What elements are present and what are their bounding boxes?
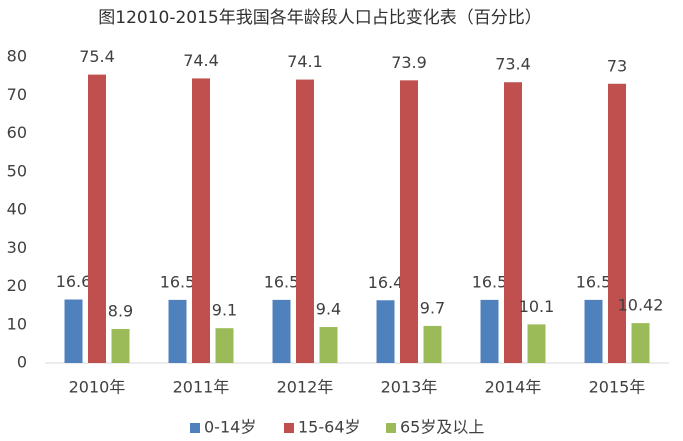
y-tick-label: 60 <box>7 123 27 142</box>
bar <box>480 299 499 363</box>
bar <box>319 327 338 363</box>
data-label: 9.7 <box>420 298 445 317</box>
data-label: 73.9 <box>391 53 427 72</box>
bar <box>215 328 234 363</box>
y-tick-label: 70 <box>7 85 27 104</box>
bar <box>64 299 83 363</box>
bar <box>296 79 314 363</box>
data-label: 16.5 <box>576 272 612 291</box>
x-tick-label: 2014年 <box>485 378 542 397</box>
data-label: 9.4 <box>316 300 341 319</box>
data-label: 16.5 <box>264 272 300 291</box>
bar <box>504 82 522 364</box>
bar <box>192 78 210 364</box>
data-label: 75.4 <box>79 47 115 66</box>
data-label: 16.5 <box>160 272 196 291</box>
y-tick-label: 30 <box>7 238 27 257</box>
y-tick-label: 40 <box>7 200 27 219</box>
data-label: 9.1 <box>212 301 237 320</box>
data-label: 74.1 <box>287 52 323 71</box>
x-tick-label: 2012年 <box>277 378 334 397</box>
legend-swatch <box>386 423 396 433</box>
bar <box>168 299 187 363</box>
y-tick-label: 20 <box>7 276 27 295</box>
bar <box>608 83 626 364</box>
x-tick-label: 2015年 <box>589 378 646 397</box>
data-label: 16.6 <box>56 272 92 291</box>
bar <box>423 325 442 363</box>
data-label: 73.4 <box>495 55 531 74</box>
y-tick-label: 0 <box>17 353 27 372</box>
data-label: 73 <box>607 56 627 75</box>
bar <box>584 299 603 363</box>
y-tick-label: 10 <box>7 314 27 333</box>
x-tick-label: 2013年 <box>381 378 438 397</box>
legend-swatch <box>190 423 200 433</box>
bar <box>527 324 546 363</box>
bar <box>376 300 395 363</box>
data-label: 8.9 <box>108 301 133 320</box>
data-label: 16.5 <box>472 272 508 291</box>
y-tick-label: 50 <box>7 161 27 180</box>
legend-label: 15-64岁 <box>298 418 361 437</box>
data-label: 10.42 <box>618 296 664 315</box>
bar <box>400 80 418 364</box>
legend-label: 0-14岁 <box>204 418 256 437</box>
y-tick-label: 80 <box>7 47 27 66</box>
x-tick-label: 2010年 <box>69 378 126 397</box>
legend-label: 65岁及以上 <box>400 418 484 437</box>
chart-title: 图12010-2015年我国各年龄段人口占比变化表（百分比） <box>98 8 541 28</box>
data-label: 16.4 <box>368 273 404 292</box>
data-label: 74.4 <box>183 51 219 70</box>
bar <box>111 328 130 363</box>
bar <box>272 299 291 363</box>
bar <box>631 323 650 363</box>
data-label: 10.1 <box>519 297 555 316</box>
x-tick-label: 2011年 <box>173 378 230 397</box>
bar <box>88 74 106 363</box>
legend-swatch <box>284 423 294 433</box>
